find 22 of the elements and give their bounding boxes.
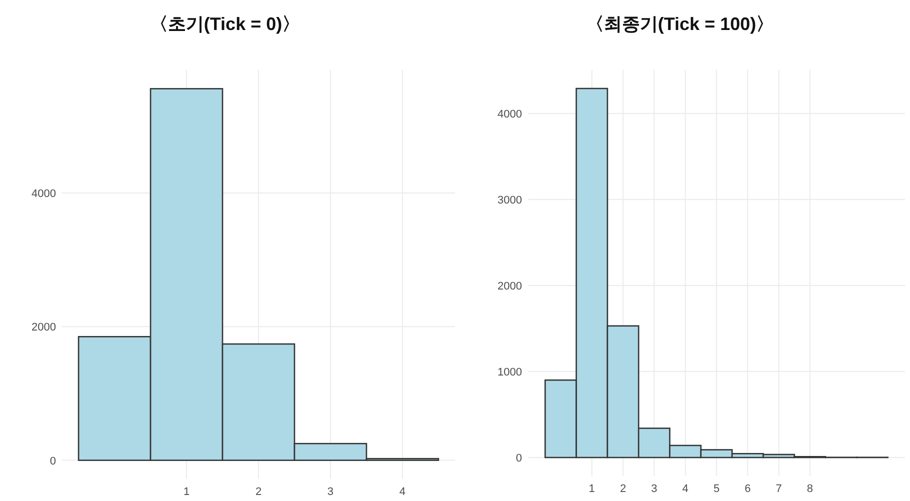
y-tick-label: 0 bbox=[516, 452, 522, 465]
x-tick-label: 8 bbox=[806, 483, 814, 495]
chart-title: 〈초기(Tick = 0)〉 bbox=[150, 14, 300, 34]
x-tick-label: 7 bbox=[776, 483, 782, 495]
x-tick-label: 5 bbox=[713, 483, 720, 495]
x-tick-label: 2 bbox=[255, 486, 262, 498]
chart-title: 〈최종기(Tick = 100)〉 bbox=[586, 14, 774, 34]
y-tick-label: 4000 bbox=[498, 108, 522, 120]
y-tick-label: 3000 bbox=[498, 194, 522, 206]
y-tick-label: 0 bbox=[50, 455, 56, 468]
x-tick-label: 1 bbox=[183, 486, 190, 498]
x-tick-label: 6 bbox=[744, 483, 751, 495]
y-tick-label: 4000 bbox=[32, 188, 56, 200]
y-tick-label: 1000 bbox=[498, 366, 522, 378]
x-tick-label: 4 bbox=[682, 483, 688, 495]
x-tick-label: 3 bbox=[327, 486, 334, 498]
x-tick-label: 2 bbox=[620, 483, 626, 495]
y-tick-label: 2000 bbox=[498, 280, 522, 292]
y-tick-label: 2000 bbox=[32, 322, 56, 334]
x-tick-label: 3 bbox=[651, 483, 658, 495]
x-tick-label: 4 bbox=[399, 486, 406, 498]
x-tick-label: 1 bbox=[588, 483, 595, 495]
